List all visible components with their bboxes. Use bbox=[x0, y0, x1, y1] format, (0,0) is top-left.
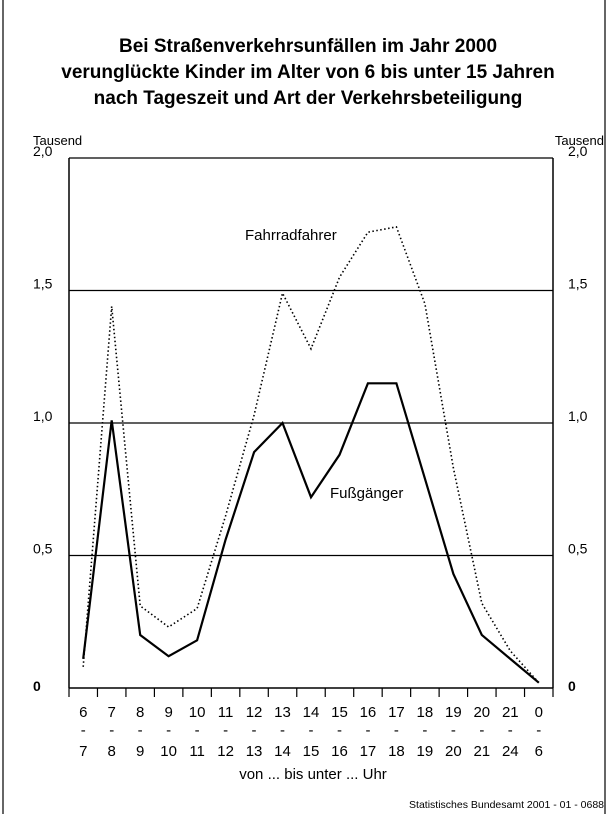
x-category-to: 11 bbox=[189, 743, 205, 760]
x-category-from: 12 bbox=[246, 704, 263, 721]
x-axis-label: von ... bis unter ... Uhr bbox=[239, 766, 387, 783]
x-category-separator: - bbox=[309, 722, 314, 739]
y-tick-label-right: 0 bbox=[568, 678, 576, 694]
series-line-fussgaenger bbox=[82, 382, 540, 684]
y-tick-label-left: 2,0 bbox=[33, 143, 53, 159]
series-label-fussgaenger: Fußgänger bbox=[330, 485, 403, 502]
x-category-from: 19 bbox=[445, 704, 462, 721]
x-category-separator: - bbox=[280, 722, 285, 739]
x-category-to: 21 bbox=[473, 743, 490, 760]
x-category-separator: - bbox=[138, 722, 143, 739]
x-category-separator: - bbox=[422, 722, 427, 739]
y-tick-labels: 0 0 0,5 0,5 1,0 1,0 1,5 1,5 2,0 2,0 bbox=[33, 143, 588, 694]
y-tick-label-right: 2,0 bbox=[568, 143, 588, 159]
x-category-from: 6 bbox=[79, 704, 87, 721]
x-category-from: 16 bbox=[360, 704, 377, 721]
x-category-from: 11 bbox=[218, 704, 234, 721]
x-category-separator: - bbox=[223, 722, 228, 739]
chart-title-line-1: Bei Straßenverkehrsunfällen im Jahr 2000 bbox=[119, 36, 497, 57]
x-category-from: 9 bbox=[164, 704, 172, 721]
x-category-separator: - bbox=[195, 722, 200, 739]
x-category-separator: - bbox=[166, 722, 171, 739]
x-category-to: 6 bbox=[535, 743, 543, 760]
x-category-separator: - bbox=[451, 722, 456, 739]
source-note: Statistisches Bundesamt 2001 - 01 - 0688 bbox=[409, 799, 604, 811]
x-category-from: 0 bbox=[535, 704, 543, 721]
x-category-separator: - bbox=[109, 722, 114, 739]
y-tick-label-left: 0 bbox=[33, 678, 41, 694]
x-category-separator: - bbox=[479, 722, 484, 739]
x-category-to: 10 bbox=[160, 743, 177, 760]
x-category-to: 12 bbox=[217, 743, 234, 760]
x-category-to: 8 bbox=[108, 743, 116, 760]
x-category-from: 10 bbox=[189, 704, 206, 721]
x-category-from: 20 bbox=[473, 704, 490, 721]
axes bbox=[68, 157, 554, 689]
x-category-to: 20 bbox=[445, 743, 462, 760]
y-tick-label-left: 1,0 bbox=[33, 408, 53, 424]
x-category-separator: - bbox=[536, 722, 541, 739]
x-tick-marks bbox=[68, 688, 554, 697]
y-tick-label-right: 1,5 bbox=[568, 276, 588, 292]
x-category-from: 15 bbox=[331, 704, 348, 721]
y-unit-right: Tausend bbox=[555, 133, 604, 148]
x-category-from: 18 bbox=[417, 704, 434, 721]
chart-title-line-2: verunglückte Kinder im Alter von 6 bis u… bbox=[61, 62, 554, 83]
x-category-separator: - bbox=[365, 722, 370, 739]
y-unit-left: Tausend bbox=[33, 133, 82, 148]
x-category-separator: - bbox=[252, 722, 257, 739]
x-category-labels: 6-77-88-99-1010-1111-1212-1313-1414-1515… bbox=[79, 704, 543, 760]
x-category-to: 19 bbox=[417, 743, 434, 760]
x-category-separator: - bbox=[394, 722, 399, 739]
x-category-to: 13 bbox=[246, 743, 263, 760]
x-category-to: 17 bbox=[360, 743, 377, 760]
series-label-fahrradfahrer: Fahrradfahrer bbox=[245, 227, 337, 244]
x-category-separator: - bbox=[81, 722, 86, 739]
x-category-from: 13 bbox=[274, 704, 291, 721]
y-tick-label-right: 1,0 bbox=[568, 408, 588, 424]
x-category-from: 14 bbox=[303, 704, 320, 721]
series-line-fahrradfahrer bbox=[82, 225, 540, 684]
chart-title-line-3: nach Tageszeit und Art der Verkehrsbetei… bbox=[94, 88, 523, 109]
x-category-to: 16 bbox=[331, 743, 348, 760]
y-tick-label-left: 1,5 bbox=[33, 276, 53, 292]
x-category-to: 14 bbox=[274, 743, 291, 760]
x-category-to: 24 bbox=[502, 743, 519, 760]
x-category-to: 7 bbox=[79, 743, 87, 760]
y-tick-label-right: 0,5 bbox=[568, 541, 588, 557]
y-tick-label-left: 0,5 bbox=[33, 541, 53, 557]
x-category-to: 15 bbox=[303, 743, 320, 760]
x-category-from: 17 bbox=[388, 704, 405, 721]
gridlines bbox=[69, 289, 553, 557]
x-category-from: 7 bbox=[108, 704, 116, 721]
x-category-separator: - bbox=[508, 722, 513, 739]
x-category-separator: - bbox=[337, 722, 342, 739]
x-category-to: 9 bbox=[136, 743, 144, 760]
x-category-from: 8 bbox=[136, 704, 144, 721]
x-category-from: 21 bbox=[502, 704, 519, 721]
series-lines bbox=[82, 225, 540, 684]
x-category-to: 18 bbox=[388, 743, 405, 760]
